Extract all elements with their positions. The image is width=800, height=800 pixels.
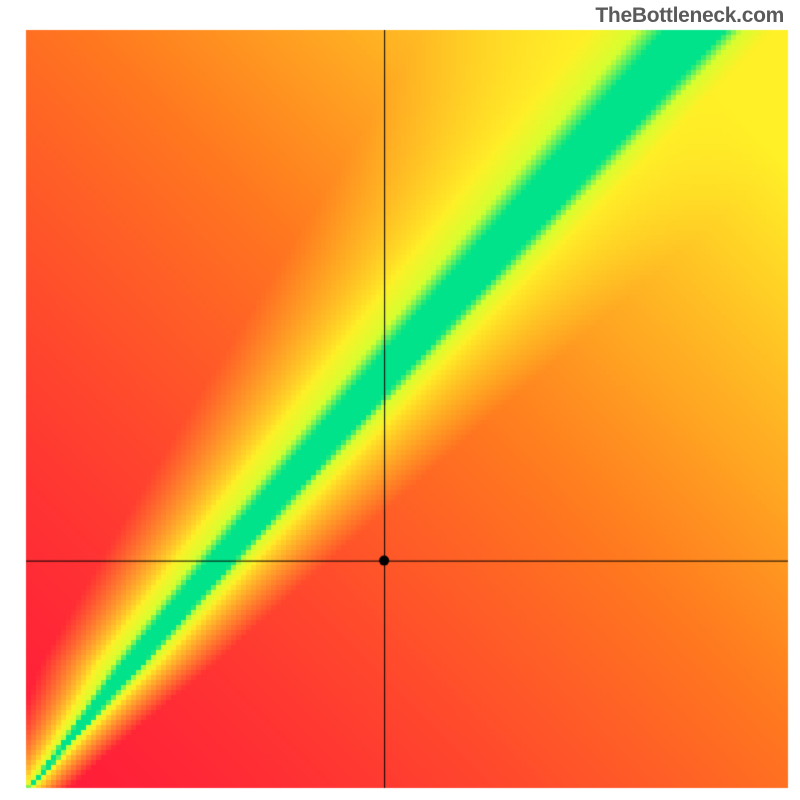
heatmap-canvas bbox=[0, 0, 800, 800]
chart-container: TheBottleneck.com bbox=[0, 0, 800, 800]
watermark-label: TheBottleneck.com bbox=[595, 4, 784, 28]
